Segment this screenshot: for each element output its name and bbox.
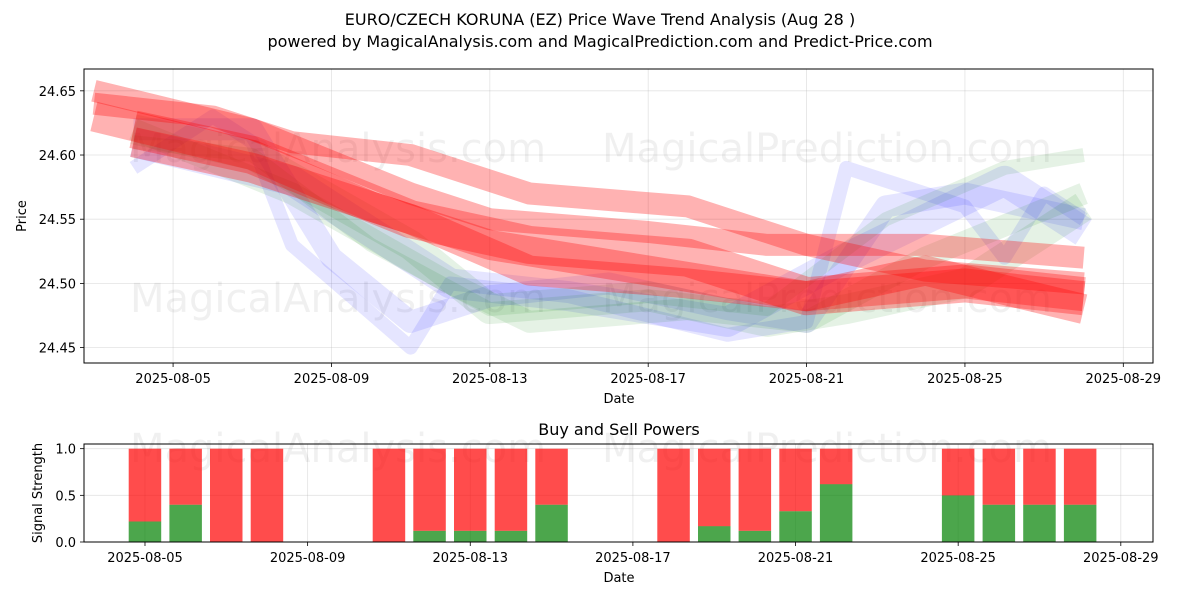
blue-wave-band — [133, 118, 1087, 333]
buy-power-bar — [535, 504, 568, 542]
price-x-tick-label: 2025-08-25 — [927, 372, 1003, 387]
signal-y-tick-label: 0.5 — [55, 489, 76, 504]
price-wave-bands — [90, 80, 1092, 355]
sell-power-bar — [819, 448, 853, 485]
red-wave-band — [129, 110, 1086, 316]
blue-wave-band — [129, 127, 1092, 337]
price-y-tick-label: 24.60 — [39, 149, 76, 164]
blue-wave-band — [129, 109, 1088, 355]
signal-y-tick-label: 1.0 — [55, 443, 76, 458]
signal-x-tick-label: 2025-08-21 — [758, 551, 834, 566]
buy-power-bar — [819, 484, 853, 542]
price-grid — [84, 69, 1153, 363]
price-y-tick-label: 24.65 — [39, 85, 76, 100]
buy-power-bar — [128, 521, 162, 542]
sell-power-bar — [535, 448, 568, 505]
price-plot-frame — [83, 68, 1154, 364]
red-wave-band — [90, 101, 1086, 312]
signal-bars — [128, 448, 1097, 542]
signal-plot-frame — [83, 443, 1154, 543]
red-wave-band — [91, 80, 1085, 269]
buy-power-bar — [941, 495, 975, 542]
buy-power-bar — [982, 504, 1016, 542]
buy-power-bar — [413, 530, 446, 542]
sell-power-bar — [779, 448, 812, 512]
sell-power-bar — [210, 448, 243, 542]
green-wave-band — [132, 135, 1085, 317]
buy-power-bar — [1023, 504, 1056, 542]
price-y-axis-label: Price — [15, 200, 30, 232]
signal-x-tick-label: 2025-08-13 — [432, 551, 508, 566]
red-wave-band — [92, 92, 1085, 295]
price-y-tick-label: 24.50 — [39, 277, 76, 292]
price-watermarks: MagicalAnalysis.com MagicalPrediction.co… — [130, 126, 1052, 322]
buy-power-bar — [494, 530, 528, 542]
sell-power-bar — [657, 448, 690, 542]
sell-power-bar — [169, 448, 202, 505]
green-wave-band — [129, 119, 1088, 333]
signal-y-axis: 0.0 0.5 1.0 — [55, 443, 84, 551]
signal-y-axis-label: Signal Strength — [31, 443, 46, 543]
chart-subtitle: powered by MagicalAnalysis.com and Magic… — [267, 32, 932, 51]
price-x-tick-label: 2025-08-09 — [294, 372, 370, 387]
buy-power-bar — [454, 530, 487, 542]
sell-power-bar — [941, 448, 975, 496]
price-y-axis: 24.45 24.50 24.55 24.60 24.65 — [39, 85, 84, 357]
sell-power-bar — [982, 448, 1016, 505]
signal-chart-title: Buy and Sell Powers — [538, 420, 700, 439]
signal-x-tick-label: 2025-08-17 — [595, 551, 671, 566]
signal-x-axis-label: Date — [603, 571, 634, 586]
sell-power-bar — [413, 448, 446, 531]
sell-power-bar — [128, 448, 162, 522]
sell-power-bar — [1063, 448, 1097, 505]
signal-x-tick-label: 2025-08-29 — [1083, 551, 1159, 566]
signal-x-tick-label: 2025-08-09 — [270, 551, 346, 566]
price-x-axis: 2025-08-05 2025-08-09 2025-08-13 2025-08-17… — [135, 363, 1161, 387]
sell-power-bar — [698, 448, 731, 527]
sell-power-bar — [250, 448, 284, 542]
buy-power-bar — [698, 526, 731, 542]
signal-x-tick-label: 2025-08-05 — [107, 551, 183, 566]
red-wave-band — [130, 127, 1088, 324]
signal-x-axis: 2025-08-05 2025-08-09 2025-08-13 2025-08-17… — [107, 542, 1159, 566]
sell-power-bar — [738, 448, 772, 531]
price-x-tick-label: 2025-08-05 — [135, 372, 211, 387]
price-x-tick-label: 2025-08-21 — [769, 372, 845, 387]
watermark-analysis-mid: MagicalAnalysis.com — [130, 276, 546, 322]
price-x-tick-label: 2025-08-17 — [610, 372, 686, 387]
price-y-tick-label: 24.45 — [39, 342, 76, 357]
buy-power-bar — [1063, 504, 1097, 542]
watermark-prediction-mid: MagicalPrediction.com — [602, 276, 1052, 322]
watermark-analysis-top: MagicalAnalysis.com — [130, 126, 546, 172]
buy-power-bar — [169, 504, 202, 542]
sell-power-bar — [454, 448, 487, 531]
chart-title: EURO/CZECH KORUNA (EZ) Price Wave Trend … — [345, 10, 855, 29]
watermark-prediction-top: MagicalPrediction.com — [602, 126, 1052, 172]
green-wave-band — [130, 114, 1092, 337]
price-x-axis-label: Date — [603, 392, 634, 407]
buy-power-bar — [779, 511, 812, 542]
buy-power-bar — [738, 530, 772, 542]
signal-x-tick-label: 2025-08-25 — [920, 551, 996, 566]
signal-y-tick-label: 0.0 — [55, 536, 76, 551]
price-x-tick-label: 2025-08-13 — [452, 372, 528, 387]
price-x-tick-label: 2025-08-29 — [1086, 372, 1162, 387]
price-y-tick-label: 24.55 — [39, 213, 76, 228]
sell-power-bar — [372, 448, 406, 542]
sell-power-bar — [494, 448, 528, 531]
sell-power-bar — [1023, 448, 1056, 505]
